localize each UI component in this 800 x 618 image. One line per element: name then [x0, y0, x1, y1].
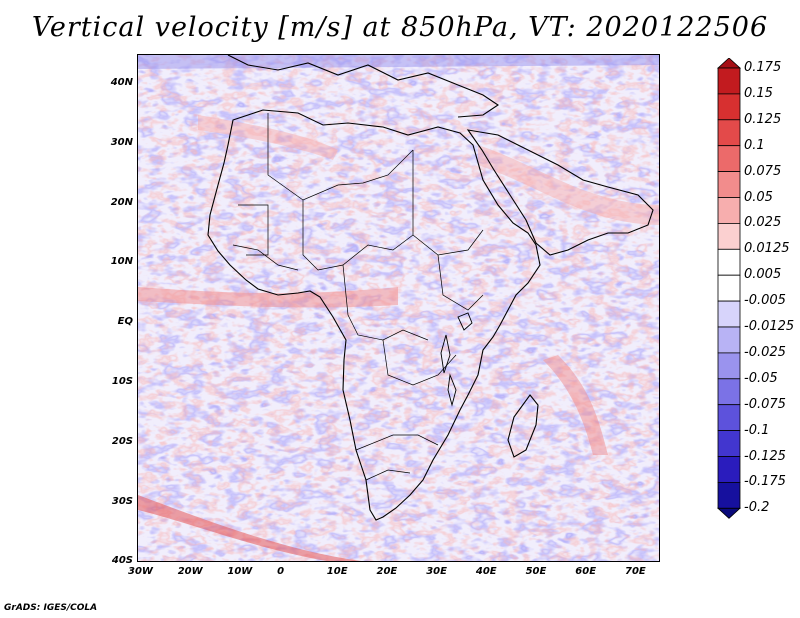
colorbar-box: [717, 481, 741, 509]
colorbar-level-label: -0.125: [744, 448, 786, 464]
colorbar-level-label: -0.05: [744, 370, 778, 386]
colorbar-level-label: 0.025: [744, 215, 782, 231]
colorbar-top-triangle: [716, 58, 742, 69]
colorbar-box: [717, 430, 741, 457]
lakes: [440, 312, 473, 407]
lat-tick-label: 10S: [111, 376, 133, 387]
colorbar-level-label: 0.075: [744, 163, 782, 179]
colorbar-box: [717, 171, 741, 198]
colorbar-box: [717, 326, 741, 354]
lat-tick-label: 40N: [110, 77, 133, 88]
lat-tick-label: 40S: [111, 555, 133, 567]
colorbar-box: [717, 67, 741, 95]
country-borders: [232, 113, 484, 481]
lat-tick-label: 20S: [111, 435, 133, 447]
lon-tick-label: 30E: [426, 566, 447, 577]
mediterranean-coast: [227, 55, 499, 118]
lat-tick-label: 30N: [110, 136, 133, 148]
grads-credit: GrADS: IGES/COLA: [4, 603, 98, 613]
colorbar-box: [717, 352, 741, 380]
madagascar-coastline: [507, 394, 539, 458]
colorbar-box: [717, 456, 741, 483]
colorbar-level-label: 0.0125: [744, 241, 790, 257]
chart-title: Vertical velocity [m/s] at 850hPa, VT: 2…: [31, 12, 769, 43]
lat-tick-label: 30S: [111, 495, 133, 507]
lon-tick-label: 10E: [326, 566, 348, 577]
lon-tick-label: 40E: [475, 566, 497, 577]
colorbar-box: [717, 119, 741, 147]
colorbar-level-label: -0.005: [744, 293, 786, 309]
colorbar: [716, 58, 742, 519]
upward-motion-field: [138, 55, 659, 561]
lon-tick-label: 30W: [128, 566, 153, 577]
colorbar-level-label: 0.005: [744, 267, 782, 283]
colorbar-level-label: -0.175: [744, 474, 786, 490]
colorbar-box: [717, 274, 741, 302]
colorbar-level-label: -0.1: [744, 422, 770, 438]
arabia-coastline: [466, 129, 654, 256]
colorbar-level-label: -0.0125: [744, 319, 795, 334]
colorbar-box: [717, 248, 741, 276]
lon-tick-label: 60E: [575, 566, 597, 577]
lon-tick-label: 10W: [227, 566, 253, 577]
lat-tick-label: 10N: [110, 256, 133, 268]
colorbar-level-label: 0.15: [744, 85, 773, 101]
lon-tick-label: 70E: [625, 566, 646, 577]
colorbar-box: [717, 404, 741, 432]
colorbar-box: [717, 197, 741, 224]
colorbar-box: [717, 300, 741, 328]
coastlines: [207, 55, 654, 521]
lat-tick-label: 20N: [110, 196, 133, 208]
lon-tick-label: 50E: [525, 566, 547, 577]
colorbar-level-label: 0.175: [744, 60, 782, 75]
map-canvas: [138, 55, 659, 561]
lat-tick-label: EQ: [117, 316, 133, 328]
colorbar-level-label: -0.2: [744, 500, 770, 516]
map-panel: [137, 54, 660, 562]
colorbar-box: [717, 93, 741, 121]
colorbar-level-label: 0.1: [744, 137, 765, 153]
colorbar-box: [717, 145, 741, 172]
colorbar-bottom-triangle: [716, 507, 742, 519]
colorbar-level-label: -0.075: [744, 396, 786, 412]
colorbar-level-label: -0.025: [744, 344, 786, 360]
africa-coastline: [207, 109, 541, 521]
lon-tick-label: 20E: [376, 566, 398, 577]
lon-tick-label: 0: [277, 566, 285, 577]
colorbar-level-label: 0.05: [744, 189, 773, 205]
colorbar-box: [717, 222, 741, 250]
colorbar-level-label: 0.125: [744, 111, 782, 127]
colorbar-box: [717, 378, 741, 406]
lon-tick-label: 20W: [177, 566, 203, 577]
